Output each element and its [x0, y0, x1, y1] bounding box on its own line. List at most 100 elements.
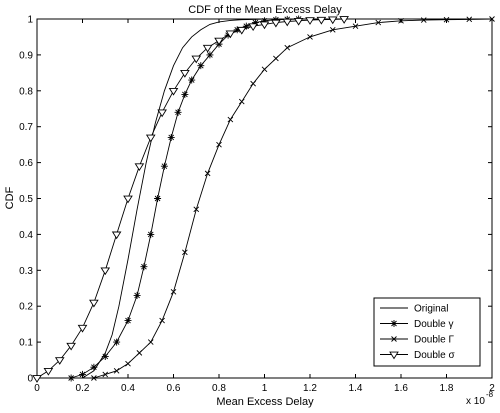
data-point [123, 195, 133, 204]
data-point [154, 195, 162, 202]
data-point [91, 375, 97, 381]
data-point [261, 17, 268, 25]
data-point [248, 23, 258, 32]
chart-legend: Original Double γ Double Γ Double σ [373, 297, 481, 367]
y-tick-label: 0.5 [19, 194, 33, 205]
y-tick-label: 0.8 [19, 86, 33, 97]
data-point [180, 70, 190, 78]
data-point [375, 19, 382, 26]
legend-label: Double σ [414, 350, 455, 361]
data-point [233, 26, 241, 34]
legend-label: Original [414, 304, 448, 315]
x-tick-label: 1 [262, 383, 268, 394]
x-tick-label: 0.6 [167, 383, 181, 394]
data-point [54, 357, 65, 365]
data-point [159, 317, 165, 324]
x-tick-label: 0.2 [76, 383, 90, 394]
data-point [197, 62, 205, 70]
data-point [250, 80, 256, 87]
data-point [102, 371, 109, 378]
data-point [181, 90, 189, 98]
data-point [157, 109, 167, 118]
data-point [90, 363, 98, 371]
x-tick-label: 1.8 [440, 383, 454, 394]
data-point [145, 134, 156, 143]
data-point [113, 338, 121, 346]
series-2 [91, 16, 495, 381]
x-tick-label: 0 [34, 383, 40, 394]
data-point [43, 367, 54, 376]
x-axis-multiplier-exponent: -8 [486, 390, 494, 399]
x-tick-label: 1.2 [303, 383, 317, 394]
legend-marker [391, 336, 397, 342]
x-tick-label: 0.8 [212, 383, 226, 394]
data-point [225, 30, 236, 39]
y-tick-label: 0.6 [19, 158, 33, 169]
data-point [238, 98, 245, 105]
data-point [316, 16, 327, 25]
data-point [236, 26, 247, 35]
y-axis-label: CDF [4, 186, 16, 209]
chart-title: CDF of the Mean Excess Delay [188, 4, 342, 16]
series-line [70, 18, 299, 379]
data-point [160, 162, 168, 170]
data-point [339, 16, 349, 24]
data-point [136, 350, 143, 356]
x-tick-label: 2 [489, 383, 495, 394]
data-point [125, 360, 131, 367]
data-point [32, 375, 42, 383]
data-point [327, 16, 338, 25]
data-point [167, 133, 175, 141]
data-point [251, 19, 259, 27]
data-point [133, 291, 141, 299]
data-point [214, 37, 224, 46]
data-point [305, 17, 315, 25]
data-point [79, 370, 86, 378]
y-tick-label: 0 [27, 374, 33, 385]
series-1 [67, 15, 303, 382]
data-point [182, 249, 188, 256]
data-point [134, 163, 145, 172]
y-tick-label: 0.1 [19, 338, 33, 349]
x-tick-label: 1.6 [394, 383, 408, 394]
data-point [273, 55, 279, 62]
data-point [202, 44, 213, 53]
data-point [100, 267, 111, 276]
data-point [282, 18, 293, 27]
data-point [111, 231, 122, 240]
data-point [89, 299, 99, 308]
data-point [242, 22, 250, 30]
data-point [443, 16, 450, 23]
data-point [168, 87, 179, 96]
y-tick-label: 0.9 [19, 50, 33, 61]
data-point [489, 16, 495, 22]
data-point [101, 352, 109, 360]
data-point [174, 108, 182, 116]
data-point [227, 116, 234, 123]
y-tick-label: 0.3 [19, 266, 33, 277]
x-axis-multiplier: x 10 [466, 396, 485, 407]
y-tick-label: 0.4 [19, 230, 33, 241]
data-point [284, 44, 291, 51]
data-point [329, 26, 336, 33]
x-tick-label: 0.4 [121, 383, 135, 394]
data-point [66, 342, 76, 351]
data-point [271, 19, 281, 28]
data-point [140, 263, 148, 271]
y-tick-label: 0.7 [19, 122, 33, 133]
data-point [77, 324, 88, 333]
data-point [67, 374, 75, 382]
data-point [398, 17, 404, 24]
x-axis-label: Mean Excess Delay [216, 396, 314, 408]
data-point [420, 17, 427, 23]
series-layer [32, 15, 495, 383]
legend-label: Double γ [414, 319, 453, 330]
data-point [113, 368, 120, 374]
data-point [206, 51, 214, 59]
data-point [307, 34, 313, 40]
data-point [191, 55, 202, 64]
legend-marker [390, 320, 398, 327]
data-point [193, 206, 200, 213]
series-line [82, 18, 265, 379]
